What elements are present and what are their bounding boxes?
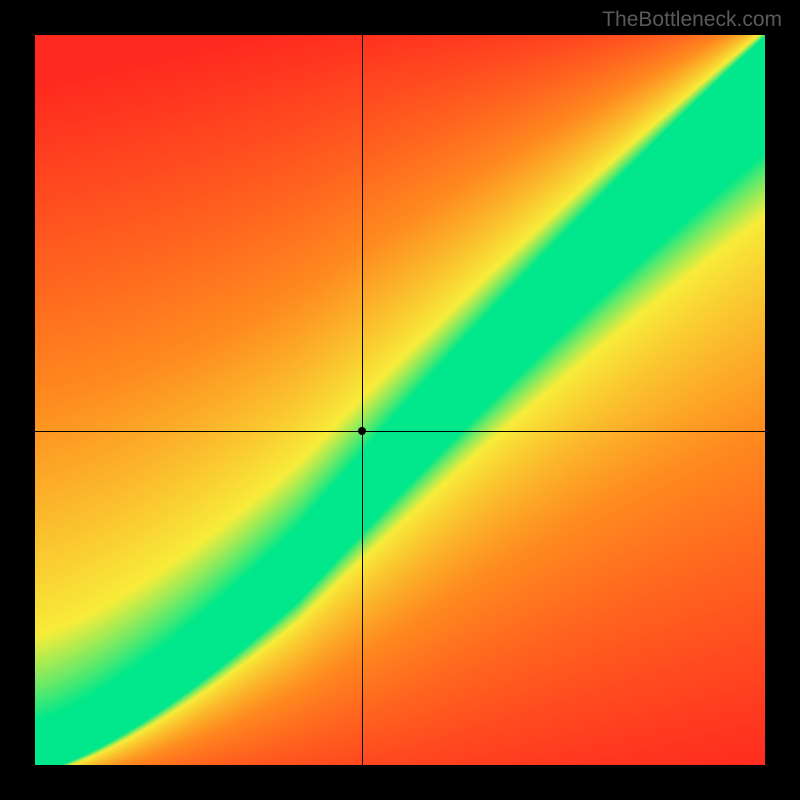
heatmap-plot-area (35, 35, 765, 765)
watermark: TheBottleneck.com (602, 8, 782, 32)
crosshair-marker (358, 427, 366, 435)
crosshair-vertical (362, 35, 363, 765)
heatmap-canvas (35, 35, 765, 765)
crosshair-horizontal (35, 431, 765, 432)
